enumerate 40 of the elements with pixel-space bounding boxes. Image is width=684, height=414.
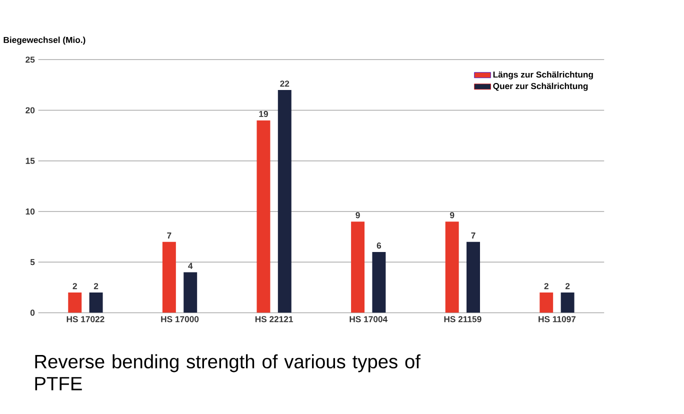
data-label: 2 [565,283,570,290]
data-label: 9 [450,212,454,218]
legend-label: Längs zur Schälrichtung [493,71,593,80]
data-label: 9 [356,212,360,218]
data-label: 22 [280,80,290,87]
data-label: 2 [544,283,548,290]
data-label: 2 [72,283,77,290]
bar [256,120,270,313]
data-label: 7 [471,232,476,239]
data-label: 2 [94,283,98,290]
data-label: 7 [167,232,172,239]
x-tick-label: HS 17022 [66,316,104,322]
legend-label: Quer zur Schälrichtung [493,82,588,91]
y-tick-label: 25 [26,56,35,63]
x-tick-label: HS 17004 [350,316,388,322]
bar [278,90,292,313]
bar [184,272,198,313]
data-label: 6 [376,242,382,249]
bar [162,242,176,313]
data-label: 19 [259,111,268,118]
bar [372,252,386,313]
bar [540,292,554,313]
y-tick-label: 10 [26,208,35,215]
y-tick-label: 20 [26,107,35,114]
bar [68,292,82,313]
bar [445,222,459,313]
y-tick-label: 5 [30,259,35,266]
x-tick-label: HS 22121 [255,316,293,322]
x-tick-label: HS 21159 [444,316,482,322]
y-tick-label: 15 [26,158,35,164]
bar [351,222,365,313]
y-tick-label: 0 [30,310,35,316]
y-axis-title: Biegewechsel (Mio.) [4,36,86,45]
data-label: 4 [188,263,193,269]
bar [560,292,574,313]
bar [89,292,103,313]
x-tick-label: HS 17000 [161,316,199,322]
bar [466,242,480,313]
text: Reverse bending strength of various types of PTFE [35,354,421,390]
x-tick-label: HS 11097 [538,316,576,322]
